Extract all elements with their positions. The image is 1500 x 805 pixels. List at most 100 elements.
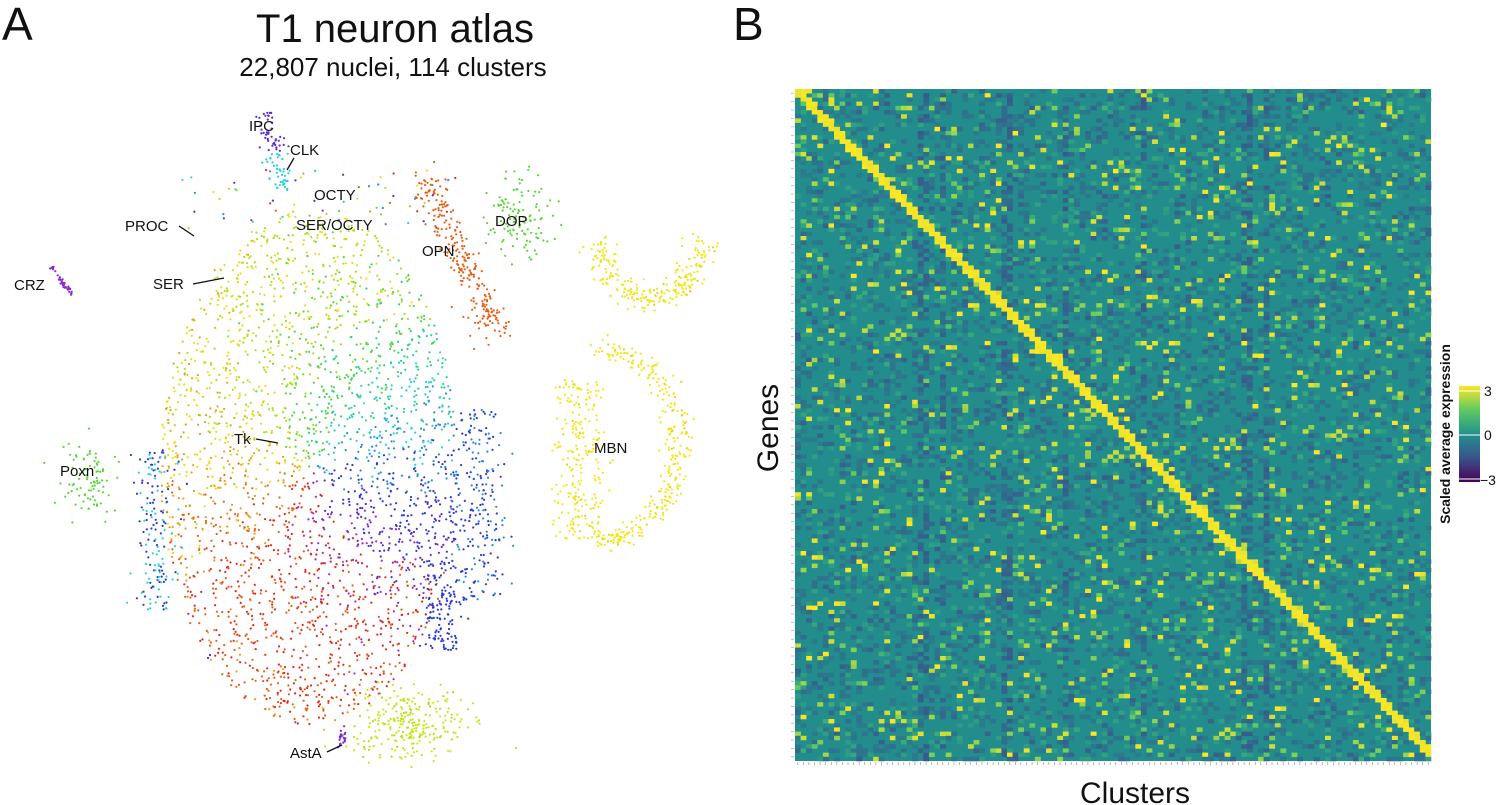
scatter-point (394, 543, 397, 546)
scatter-point (165, 575, 168, 578)
scatter-point (641, 306, 644, 309)
scatter-point (608, 353, 611, 356)
scatter-point (431, 604, 435, 608)
scatter-point (423, 476, 426, 479)
scatter-point (418, 705, 421, 709)
scatter-point (232, 448, 235, 451)
scatter-point (428, 741, 431, 744)
scatter-point (382, 454, 386, 457)
scatter-point (270, 135, 273, 138)
scatter-point (465, 237, 468, 240)
scatter-point (456, 505, 459, 508)
scatter-point (590, 248, 593, 251)
scatter-point (516, 212, 520, 215)
scatter-point (296, 459, 299, 462)
cluster-label: CRZ (14, 277, 45, 294)
scatter-point (597, 350, 601, 353)
scatter-point (405, 596, 408, 599)
scatter-point (386, 480, 389, 483)
scatter-point (631, 530, 634, 533)
scatter-point (528, 165, 531, 168)
scatter-point (172, 386, 175, 389)
scatter-point (229, 621, 232, 624)
scatter-point (626, 289, 629, 292)
scatter-point (684, 475, 687, 478)
scatter-point (246, 513, 249, 516)
scatter-point (367, 525, 370, 528)
scatter-point (362, 528, 365, 531)
scatter-point (293, 465, 296, 468)
scatter-point (435, 579, 438, 582)
scatter-point (298, 502, 301, 505)
scatter-point (309, 684, 313, 687)
scatter-point (651, 368, 654, 371)
scatter-point (238, 392, 241, 395)
scatter-point (426, 181, 429, 184)
scatter-point (408, 736, 411, 739)
scatter-point (575, 444, 578, 447)
scatter-point (235, 615, 238, 618)
scatter-point (299, 657, 302, 660)
scatter-point (162, 426, 165, 429)
scatter-point (372, 506, 376, 509)
scatter-point (396, 716, 399, 719)
scatter-point (658, 300, 661, 303)
scatter-point (240, 642, 243, 645)
scatter-point (682, 424, 685, 427)
scatter-point (477, 252, 480, 255)
scatter-point (691, 283, 694, 286)
scatter-point (678, 484, 682, 487)
scatter-point (310, 418, 313, 421)
scatter-point (157, 579, 160, 582)
scatter-point (304, 456, 307, 459)
scatter-point (481, 503, 484, 506)
scatter-point (240, 542, 244, 545)
scatter-point (409, 624, 412, 628)
scatter-point (196, 342, 199, 345)
scatter-point (234, 590, 237, 593)
scatter-point (309, 508, 312, 511)
heatmap-cell (795, 433, 801, 438)
scatter-point (425, 596, 428, 599)
scatter-point (452, 471, 455, 474)
scatter-point (337, 672, 340, 676)
scatter-point (572, 475, 575, 478)
scatter-point (82, 457, 85, 460)
scatter-point (462, 441, 465, 444)
scatter-point (329, 657, 332, 660)
scatter-point (245, 633, 248, 636)
scatter-point (444, 236, 447, 239)
scatter-point (440, 513, 443, 516)
scatter-point (426, 577, 429, 581)
scatter-point (273, 287, 276, 290)
scatter-point (232, 467, 235, 470)
scatter-point (269, 346, 272, 349)
scatter-point (452, 511, 455, 515)
scatter-point (95, 476, 98, 479)
scatter-point (313, 239, 316, 243)
scatter-point (176, 456, 179, 459)
scatter-point (252, 332, 255, 335)
scatter-point (566, 524, 569, 527)
scatter-point (195, 377, 198, 380)
scatter-point (227, 433, 230, 436)
scatter-point (607, 259, 610, 262)
scatter-point (682, 478, 685, 481)
scatter-point (485, 472, 488, 476)
scatter-point (256, 303, 259, 306)
scatter-point (597, 476, 600, 479)
scatter-point (296, 430, 299, 434)
scatter-point (162, 580, 165, 584)
scatter-point (577, 480, 580, 483)
scatter-point (437, 637, 440, 640)
scatter-point (300, 459, 303, 462)
scatter-point (389, 347, 392, 351)
scatter-point (148, 453, 151, 456)
scatter-point (652, 370, 655, 373)
scatter-point (231, 309, 234, 312)
scatter-point (618, 345, 621, 348)
scatter-point (656, 362, 659, 365)
scatter-point (350, 406, 353, 409)
scatter-point (444, 178, 447, 181)
scatter-point (244, 695, 247, 698)
